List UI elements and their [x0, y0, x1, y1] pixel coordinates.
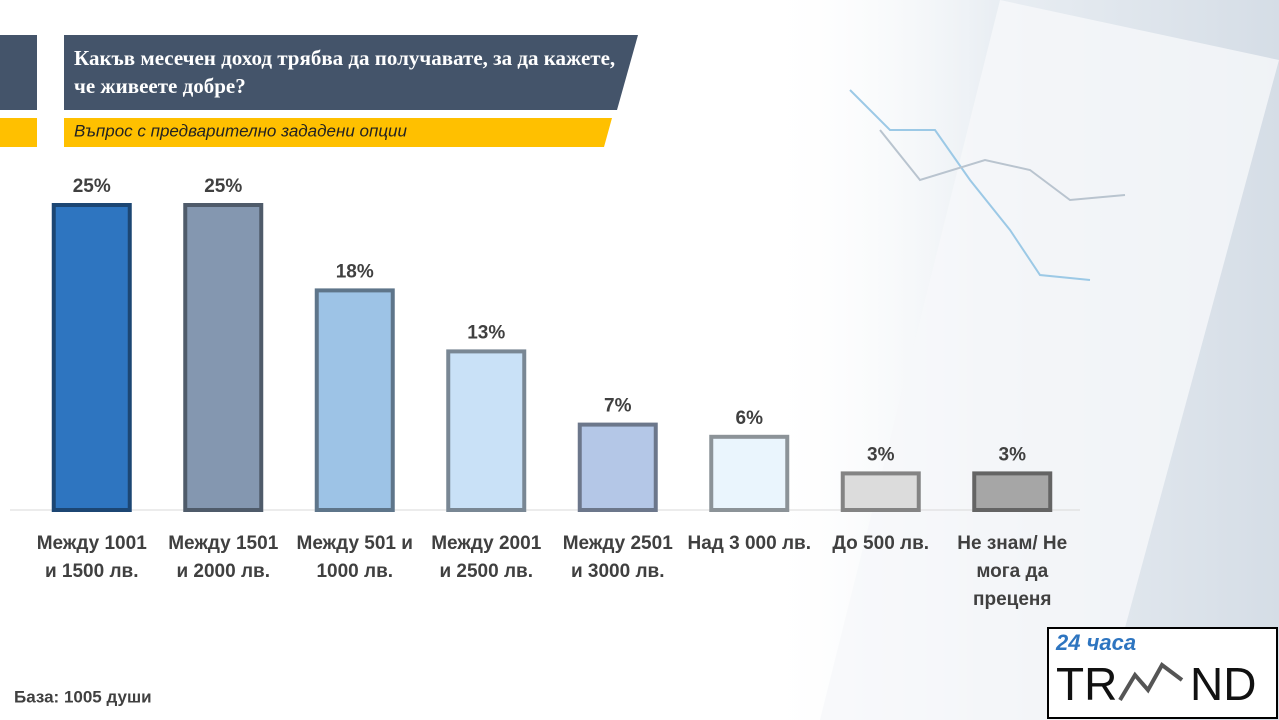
title-banner: [64, 35, 638, 110]
value-label: 3%: [867, 444, 895, 465]
bar: [840, 471, 921, 512]
chart-title: Какъв месечен доход трябва да получавате…: [74, 46, 616, 98]
bar: [314, 288, 395, 512]
value-label: 18%: [336, 261, 374, 282]
x-tick-label: Не знам/ Не мога да преценя: [957, 533, 1068, 610]
value-label: 6%: [736, 408, 764, 429]
x-tick-label: Над 3 000 лв.: [687, 533, 811, 554]
note: База: 1005 души: [14, 687, 152, 706]
x-tick-label: Между 501 и 1000 лв.: [296, 533, 413, 582]
logo-left: TR: [1056, 658, 1117, 710]
logo-box: [1047, 627, 1278, 719]
value-label: 25%: [204, 176, 242, 197]
bar: [972, 471, 1053, 512]
bar: [51, 203, 132, 512]
bar: [183, 203, 264, 512]
value-label: 13%: [467, 322, 505, 343]
value-label: 7%: [604, 396, 632, 417]
value-label: 25%: [73, 176, 111, 197]
value-label: 3%: [999, 444, 1027, 465]
x-tick-label: Между 1001 и 1500 лв.: [36, 533, 147, 582]
bar: [577, 422, 658, 513]
subtitle-block: [0, 118, 37, 147]
x-tick-label: Между 2001 и 2500 лв.: [431, 533, 542, 582]
x-tick-label: Между 2501 и 3000 лв.: [562, 533, 673, 582]
logo-top: 24 часа: [1055, 630, 1136, 655]
logo-right: ND: [1190, 658, 1256, 710]
subtitle-banner: [64, 118, 612, 147]
bar: [446, 349, 527, 512]
x-tick-label: Между 1501 и 2000 лв.: [168, 533, 279, 582]
decor-line: [879, 129, 1126, 202]
paper: [820, 0, 1279, 720]
decor-line: [849, 89, 1091, 281]
logo-icon: [1118, 662, 1184, 702]
header-block: [0, 35, 37, 110]
x-tick-label: До 500 лв.: [832, 533, 930, 554]
subtitle: Въпрос с предварително зададени опции: [74, 121, 407, 140]
bar: [709, 434, 790, 512]
